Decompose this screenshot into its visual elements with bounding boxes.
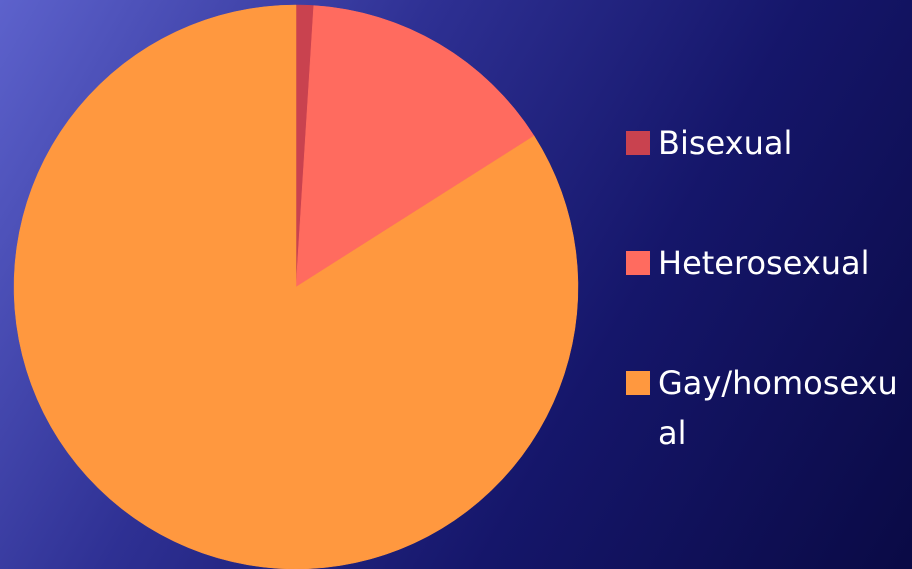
legend-swatch [626,251,650,275]
legend-item: Heterosexual [626,238,912,288]
legend-label: Heterosexual [658,244,870,282]
legend-swatch [626,131,650,155]
pie-slice [13,4,579,569]
legend-label: Gay/homosexual [658,364,898,452]
legend-item: Gay/homosexual [626,358,912,458]
legend-item: Bisexual [626,118,912,168]
legend: Bisexual Heterosexual Gay/homosexual [626,118,912,528]
legend-swatch [626,371,650,395]
chart [13,4,579,569]
pie-slice [295,5,535,288]
legend-label: Bisexual [658,124,793,162]
